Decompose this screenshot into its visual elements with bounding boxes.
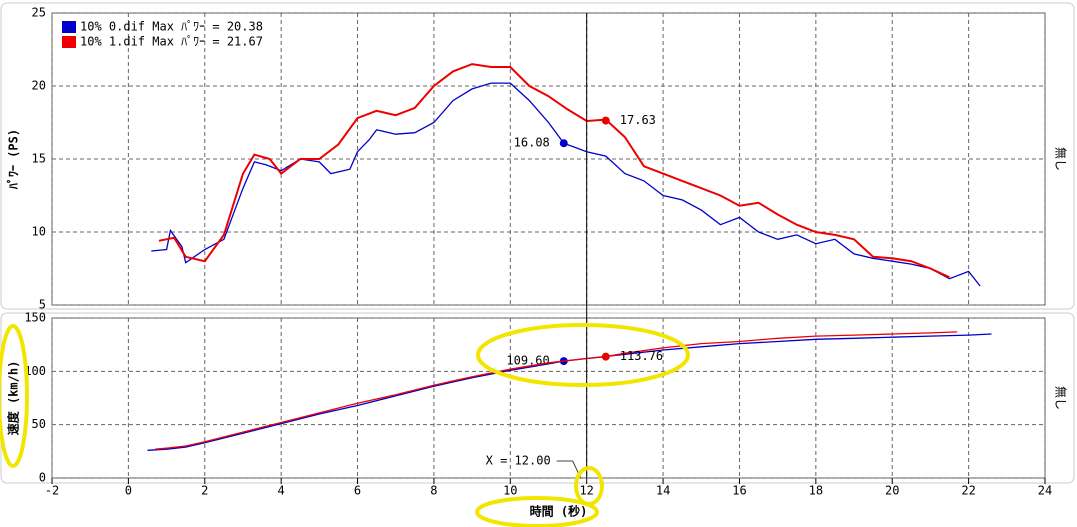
y-tick-label: 100 [24,364,46,378]
legend-swatch [62,36,76,48]
point-marker [559,139,568,148]
legend-label: 10% 1.dif Max ﾊﾟﾜｰ = 21.67 [80,35,263,49]
x-tick-label: 22 [961,484,975,498]
x-tick-label: 2 [201,484,208,498]
y-axis-label: ﾊﾟﾜｰ (PS) [6,129,21,190]
highlight [475,496,599,527]
point-marker [601,352,610,361]
y-tick-label: 10 [32,225,46,239]
plot-area [51,317,1046,479]
x-tick-label: 24 [1038,484,1052,498]
point-label: 113.76 [620,349,663,363]
x-tick-label: 8 [430,484,437,498]
y-tick-label: 0 [39,471,46,485]
highlight [0,324,29,468]
x-tick-label: 0 [125,484,132,498]
legend-swatch [62,21,76,33]
x-tick-label: 18 [809,484,823,498]
x-tick-label: 14 [656,484,670,498]
x-tick-label: 16 [732,484,746,498]
side-label: 無し [1054,386,1069,410]
y-tick-label: 50 [32,417,46,431]
side-label: 無し [1054,147,1069,171]
y-tick-label: 5 [39,298,46,312]
point-label: 109.60 [506,354,549,368]
series-line [155,331,958,450]
x-tick-label: 10 [503,484,517,498]
highlights [0,323,690,527]
x-tick-label: 20 [885,484,899,498]
x-axis-label: 時間 (秒) [530,504,588,519]
point-label: 16.08 [514,136,550,150]
series-line [151,82,981,287]
y-tick-label: 25 [32,6,46,20]
y-tick-label: 150 [24,311,46,325]
x-tick-label: -2 [45,484,59,498]
x-tick-label: 6 [354,484,361,498]
series-line [158,63,950,279]
highlight [476,323,690,387]
cursor-label: X = 12.00 [486,454,551,468]
point-marker [601,116,610,125]
y-tick-label: 20 [32,79,46,93]
x-tick-label: 12 [579,484,593,498]
x-tick-label: 4 [278,484,285,498]
legend-label: 10% 0.dif Max ﾊﾟﾜｰ = 20.38 [80,20,263,34]
y-axis-label: 速度 (km/h) [6,361,21,436]
y-tick-label: 15 [32,152,46,166]
point-label: 17.63 [620,113,656,127]
